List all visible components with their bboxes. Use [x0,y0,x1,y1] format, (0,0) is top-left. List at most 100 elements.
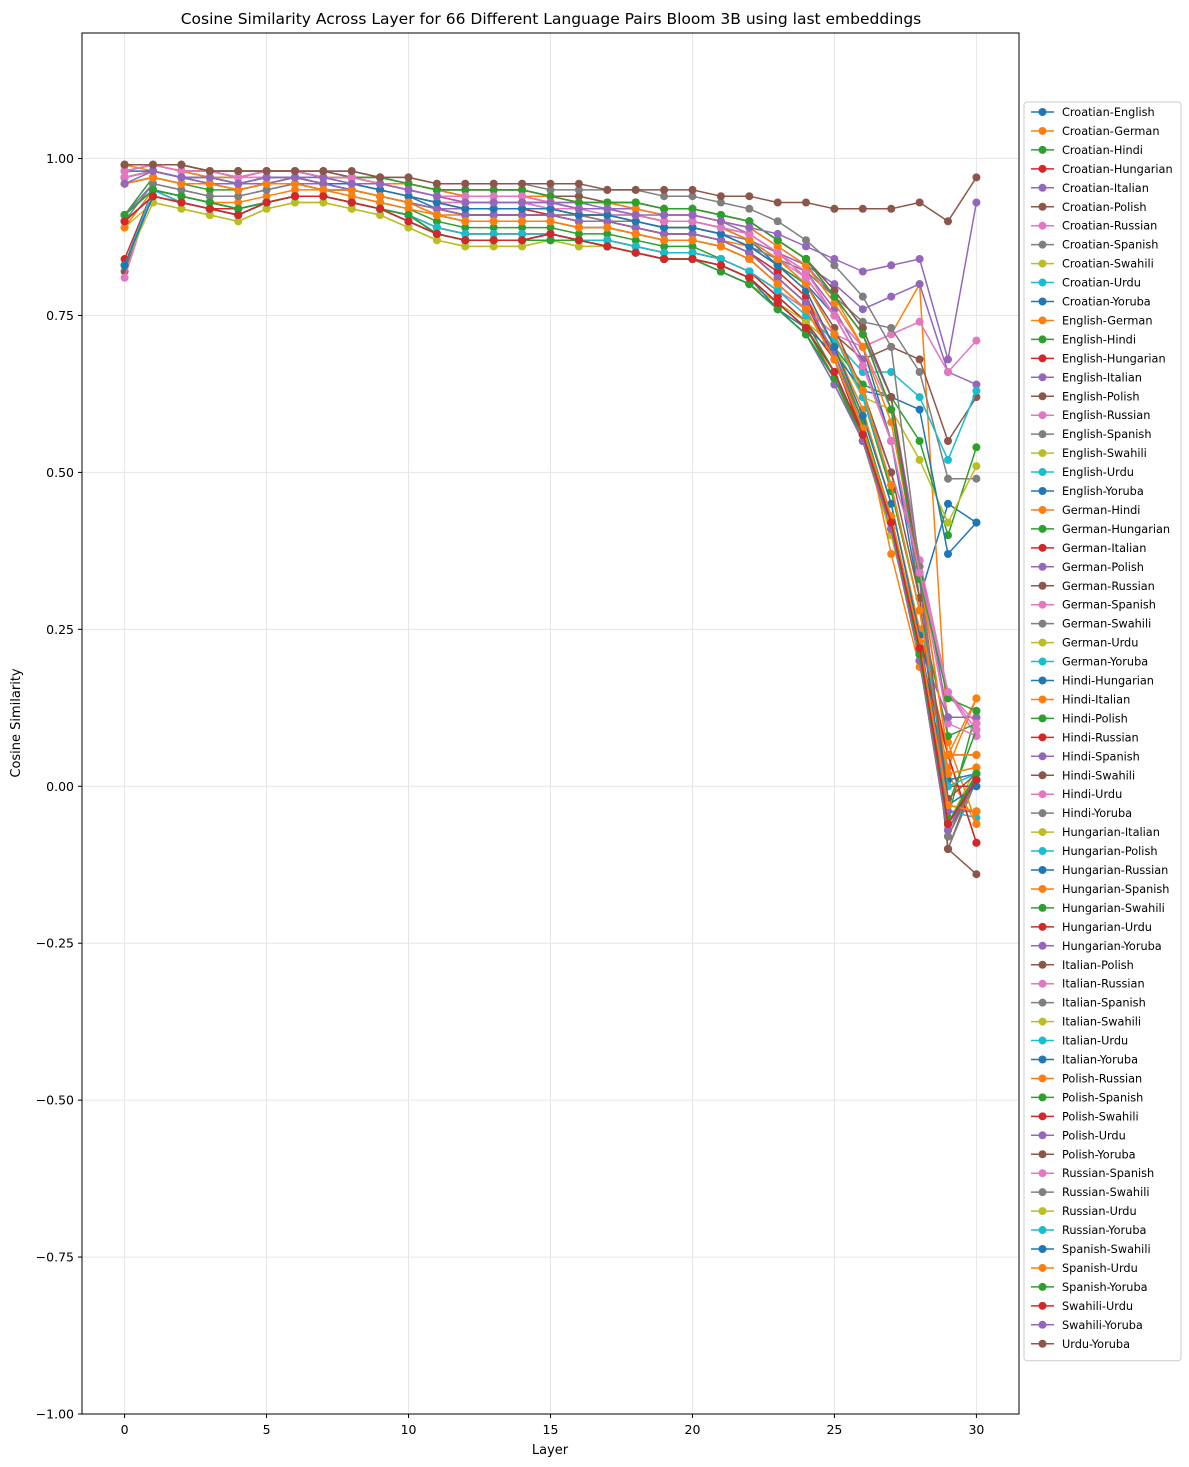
legend-label: Polish-Russian [1062,1072,1142,1085]
data-point [660,217,669,226]
data-point [120,160,129,169]
data-point [972,819,981,828]
data-point [745,192,754,201]
data-point [376,211,385,219]
data-point [546,192,555,201]
data-point [404,217,413,226]
data-point [688,217,697,226]
data-point [716,223,725,232]
data-point [944,769,952,778]
legend-marker [1038,1339,1047,1348]
legend-marker [1038,183,1047,192]
data-point [944,368,952,376]
legend-item: Croatian-Spanish [1031,239,1158,252]
data-point [205,198,214,207]
legend-marker [1038,903,1047,912]
data-point [944,845,952,853]
data-point [972,518,981,527]
legend-label: English-Spanish [1062,428,1151,441]
legend-item: Italian-Swahili [1031,1016,1141,1029]
data-point [745,280,754,289]
data-point [489,236,498,245]
legend-marker [1038,1301,1047,1310]
legend-item: Croatian-English [1031,106,1155,119]
data-point [858,204,867,213]
legend-item: English-Swahili [1031,447,1147,460]
data-point [858,430,867,439]
legend-item: German-Polish [1031,561,1144,574]
legend-item: Hungarian-Polish [1031,845,1158,858]
legend-marker [1038,505,1047,514]
data-point [802,198,810,207]
data-point [944,550,952,558]
legend-item: Hungarian-Spanish [1031,883,1169,896]
x-tick-label: 30 [968,1422,984,1437]
legend-label: Hungarian-Italian [1062,826,1160,839]
data-point [944,713,952,722]
data-point [347,173,356,182]
data-point [944,832,952,841]
data-point [546,236,555,245]
data-point [205,173,214,182]
y-tick-label: −0.75 [36,1250,74,1265]
legend-marker [1038,998,1047,1007]
data-point [546,198,555,207]
data-point [404,192,413,201]
data-point [262,192,271,201]
data-point [716,198,725,207]
data-point [944,694,952,703]
legend-label: German-Yoruba [1062,656,1148,669]
legend-marker [1038,1017,1047,1026]
legend-label: Polish-Urdu [1062,1129,1126,1142]
data-point [177,167,186,176]
legend-label: German-Italian [1062,542,1146,555]
data-point [404,204,413,213]
legend-marker [1038,259,1047,268]
data-point [177,179,186,188]
data-point [915,255,924,263]
y-tick-label: −0.50 [36,1093,74,1108]
legend-label: Italian-Swahili [1062,1016,1141,1029]
legend-label: Hindi-Spanish [1062,750,1140,763]
data-point [915,355,924,364]
data-point [944,688,952,697]
legend-item: German-Hungarian [1031,523,1170,536]
data-point [205,185,214,194]
legend-item: German-Italian [1031,542,1146,555]
legend-marker [1038,1320,1047,1329]
data-point [120,223,129,232]
legend-marker [1038,297,1047,306]
legend-label: Hindi-Russian [1062,731,1139,744]
x-tick-label: 25 [826,1422,842,1437]
data-point [660,229,669,238]
legend-marker [1038,126,1047,135]
data-point [887,468,896,477]
legend-item: English-Polish [1031,390,1140,403]
legend-marker [1038,335,1047,344]
data-point [603,229,612,238]
data-point [802,242,810,251]
data-point [773,286,782,295]
data-point [347,185,356,194]
data-point [887,550,896,558]
legend-label: Croatian-Spanish [1062,239,1158,252]
legend-label: Italian-Urdu [1062,1035,1128,1048]
x-tick-label: 15 [543,1422,559,1437]
data-point [574,236,583,245]
legend-item: Hindi-Swahili [1031,769,1135,782]
legend-marker [1038,790,1047,799]
legend-item: Italian-Urdu [1031,1035,1128,1048]
data-point [149,167,157,176]
data-point [773,267,782,276]
data-point [432,179,441,188]
data-point [745,229,754,238]
legend-item: Russian-Swahili [1031,1186,1149,1199]
data-point [574,229,583,238]
data-point [120,273,129,282]
data-point [688,236,697,245]
data-point [631,223,640,232]
data-point [262,179,271,188]
legend-label: Hungarian-Spanish [1062,883,1169,896]
data-point [887,368,896,376]
legend-item: Spanish-Yoruba [1031,1281,1148,1294]
